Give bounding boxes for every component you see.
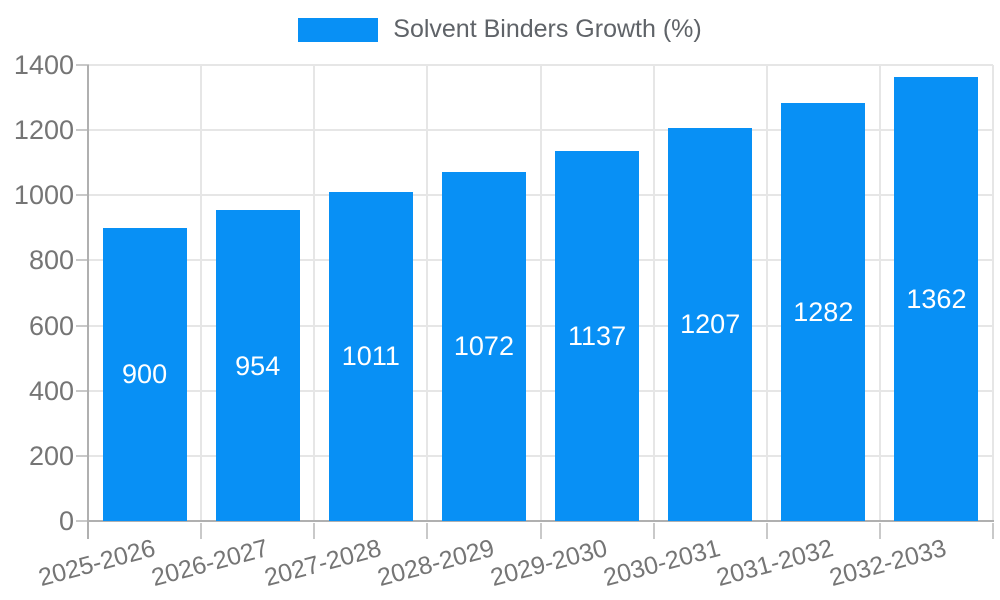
- y-axis-tick: [76, 259, 89, 262]
- x-axis-tick: [426, 523, 429, 539]
- gridline-vertical: [539, 65, 542, 521]
- x-axis-tick: [200, 523, 203, 539]
- bar-2026-2027[interactable]: [215, 210, 300, 521]
- x-tick-label: 2029-2030: [487, 534, 611, 592]
- gridline-vertical: [765, 65, 768, 521]
- bar-2028-2029[interactable]: [441, 171, 526, 521]
- x-axis-tick: [992, 523, 994, 539]
- gridline-vertical: [992, 65, 994, 521]
- y-axis-tick: [76, 324, 89, 327]
- y-axis-tick: [76, 454, 89, 457]
- x-axis-baseline: [87, 520, 994, 522]
- bar-2030-2031[interactable]: [668, 127, 753, 521]
- x-tick-label: 2030-2031: [600, 534, 724, 592]
- legend-swatch: [298, 17, 379, 42]
- x-tick-label: 2031-2032: [713, 534, 837, 592]
- bar-2027-2028[interactable]: [328, 191, 413, 521]
- bar-value-label: 1282: [793, 297, 854, 328]
- y-tick-label: 200: [28, 440, 74, 471]
- x-axis-tick: [765, 523, 768, 539]
- gridline-vertical: [878, 65, 881, 521]
- bar-value-label: 1137: [568, 320, 627, 351]
- bar-2029-2030[interactable]: [555, 150, 640, 521]
- x-axis-tick: [313, 523, 316, 539]
- bar-value-label: 1362: [906, 284, 967, 315]
- y-tick-label: 1400: [13, 50, 74, 80]
- bar-value-label: 1011: [341, 341, 400, 372]
- y-axis-line: [87, 65, 89, 539]
- bar-value-label: 954: [235, 350, 281, 381]
- y-axis-tick: [76, 194, 89, 197]
- bar-value-label: 1072: [453, 331, 514, 362]
- x-axis-tick: [652, 523, 655, 539]
- bar-2031-2032[interactable]: [781, 103, 866, 521]
- y-axis-tick: [76, 520, 89, 522]
- gridline-vertical: [313, 65, 316, 521]
- x-axis-tick: [878, 523, 881, 539]
- y-axis-tick: [76, 129, 89, 132]
- x-tick-label: 2028-2029: [374, 534, 498, 592]
- bar-2025-2026[interactable]: [102, 227, 187, 521]
- bar-2032-2033[interactable]: [894, 77, 979, 521]
- bar-value-label: 1207: [680, 309, 741, 340]
- x-axis-tick: [539, 523, 542, 539]
- y-tick-label: 600: [28, 310, 74, 341]
- gridline-vertical: [426, 65, 429, 521]
- y-axis-tick: [76, 64, 89, 66]
- y-tick-label: 800: [28, 245, 74, 276]
- x-tick-label: 2027-2028: [261, 534, 385, 592]
- y-tick-label: 1000: [13, 180, 74, 211]
- legend: Solvent Binders Growth (%): [0, 15, 1000, 44]
- y-tick-label: 0: [58, 506, 74, 536]
- y-tick-label: 1200: [13, 115, 74, 146]
- x-tick-label: 2032-2033: [826, 534, 950, 592]
- gridline-vertical: [652, 65, 655, 521]
- x-tick-label: 2025-2026: [35, 534, 158, 592]
- x-tick-label: 2026-2027: [148, 534, 271, 592]
- bar-value-label: 900: [122, 359, 168, 390]
- y-tick-label: 400: [28, 375, 74, 406]
- gridline-vertical: [200, 65, 203, 521]
- legend-label: Solvent Binders Growth (%): [393, 15, 702, 43]
- y-axis-tick: [76, 389, 89, 392]
